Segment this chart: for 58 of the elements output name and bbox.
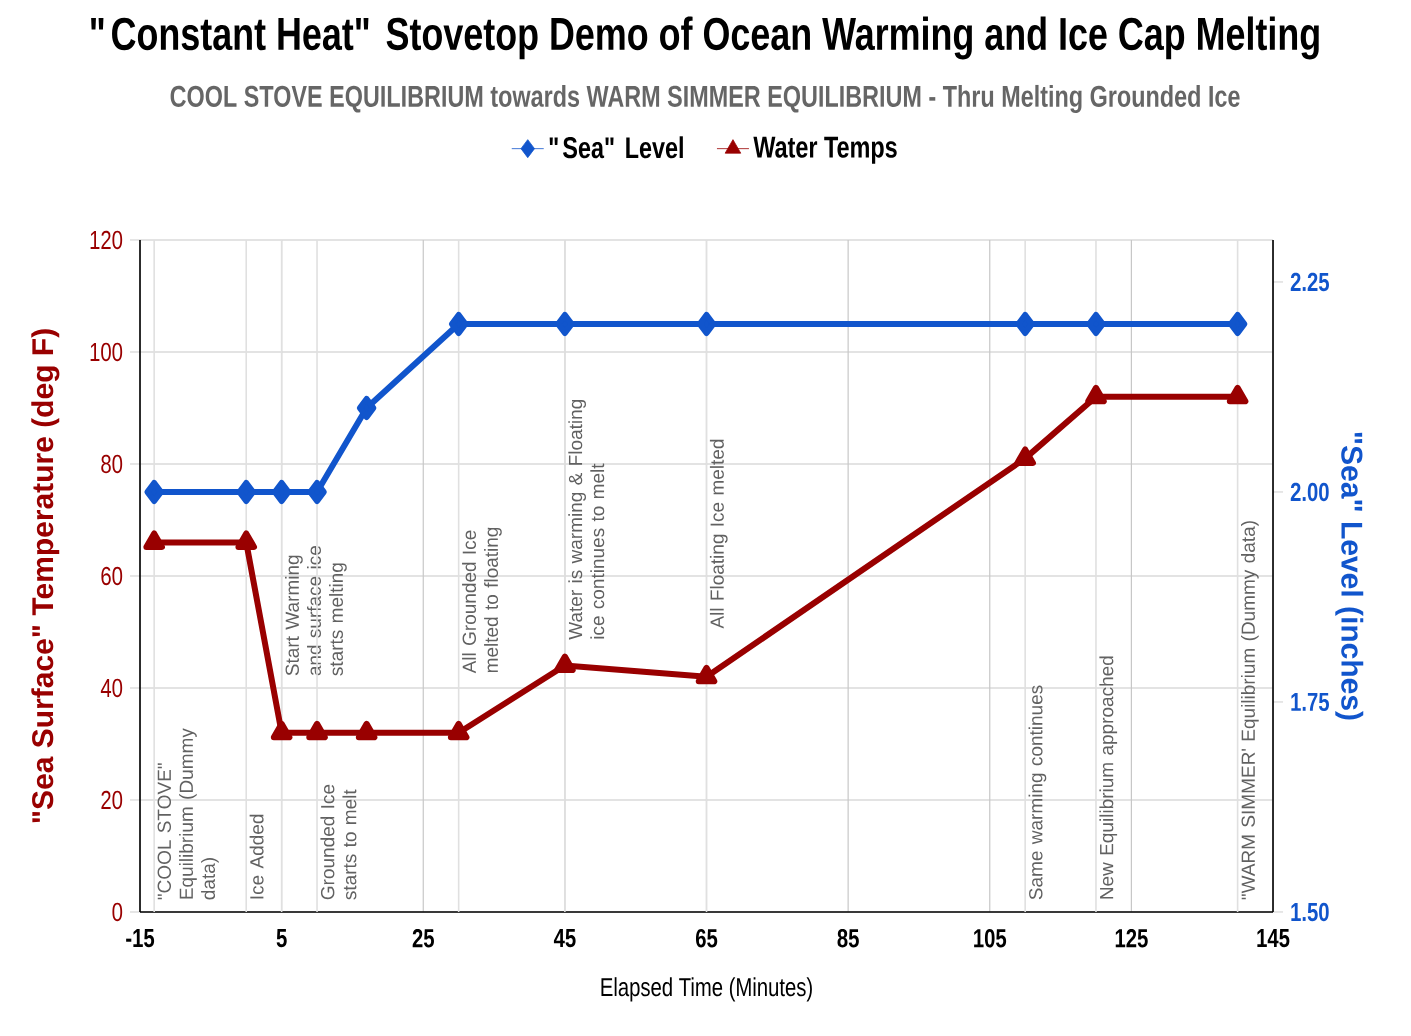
point <box>235 530 258 550</box>
x-tick-label: -15 <box>126 929 155 948</box>
y-tick-label: 80 <box>101 454 123 474</box>
x-tick-label: 85 <box>837 929 859 948</box>
ref-line-label: "WARM SIMMER' Equilibrium (Dummy data) <box>1241 521 1259 900</box>
ref-line-label: Ice Added <box>249 814 264 899</box>
y-tick-label: 0 <box>112 902 123 922</box>
point <box>1086 311 1106 336</box>
x-tick-label: 65 <box>695 929 718 948</box>
point <box>270 720 293 741</box>
point <box>555 311 575 336</box>
x-tick-label: 45 <box>553 929 576 948</box>
chart-subtitle: COOL STOVE EQUILIBRIUM towards WARM SIMMER EQUILIBRIUM - Thru Melting Grounded Ice <box>170 84 1240 114</box>
point <box>1226 384 1249 405</box>
y-axis-title: "Sea Surface" Temperature (deg F) <box>31 329 60 823</box>
ref-line-label: "COOL STOVE" Equilibrium (Dummy data) <box>157 728 219 900</box>
point <box>271 479 292 504</box>
y-tick-label: 20 <box>101 790 123 810</box>
point <box>1085 384 1107 405</box>
y2-tick-label: 1.50 <box>1291 902 1329 922</box>
point <box>1227 311 1248 336</box>
y-tick-label: 120 <box>90 230 123 250</box>
point <box>447 720 470 741</box>
x-tick-label: 25 <box>412 929 434 948</box>
point <box>356 395 377 420</box>
point <box>554 653 576 674</box>
chart-title: "Constant Heat" Stovetop Demo of Ocean Warming and Ice Cap Melting <box>91 16 1319 60</box>
y-tick-label: 40 <box>100 678 123 698</box>
point <box>236 479 256 504</box>
x-tick-label: 105 <box>974 929 1007 948</box>
y2-axis-title: "Sea" Level (inches) <box>1335 432 1364 720</box>
y2-tick-label: 2.00 <box>1290 482 1329 502</box>
point <box>448 311 469 336</box>
ref-line-label: All Floating Ice melted <box>709 439 728 629</box>
y2-tick-label: 2.25 <box>1290 272 1329 292</box>
ref-line-label: Start Warming and surface ice starts melting <box>285 546 347 676</box>
legend-label: Water Temps <box>753 136 897 164</box>
x-tick-label: 125 <box>1115 929 1148 948</box>
x-axis-title: Elapsed Time (Minutes) <box>601 977 812 1002</box>
ref-line-label: Same warming continues <box>1028 685 1047 900</box>
point <box>1014 446 1036 466</box>
point <box>695 664 718 685</box>
legend-label: "Sea" Level <box>549 136 683 159</box>
y-tick-label: 60 <box>101 566 123 586</box>
point <box>307 479 327 504</box>
ref-line-label: New Equilibrium approached <box>1099 656 1118 899</box>
ref-line-label: Grounded Ice starts to melt <box>320 784 357 900</box>
x-tick-label: 5 <box>276 929 287 948</box>
ref-line-label: All Grounded Ice melted to floating <box>462 527 502 674</box>
y2-tick-label: 1.75 <box>1291 692 1329 712</box>
point <box>355 720 378 741</box>
point <box>144 479 164 504</box>
y-tick-label: 100 <box>90 342 123 362</box>
point <box>143 530 165 550</box>
point <box>696 311 717 336</box>
point <box>306 720 328 741</box>
x-tick-label: 145 <box>1257 929 1290 948</box>
point <box>1015 311 1035 336</box>
